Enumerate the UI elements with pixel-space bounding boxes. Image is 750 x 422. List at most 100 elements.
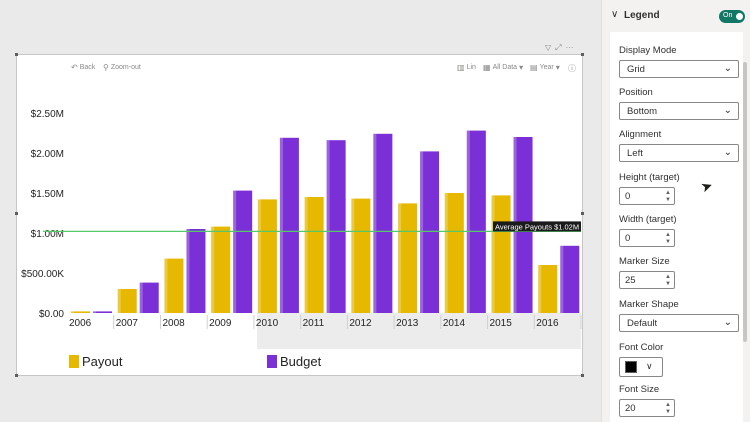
color-swatch [625,361,637,373]
bar-highlight [117,289,121,313]
reference-label-bg [493,221,581,232]
spin-up-icon[interactable]: ▲ [665,274,671,280]
position-dropdown[interactable]: Bottom ⌄ [619,102,739,120]
width-input[interactable]: 0 ▲ ▼ [619,229,675,247]
bar-budget-2012[interactable] [373,133,393,313]
bar-payout-2012[interactable] [351,198,371,313]
height-label: Height (target) [619,172,680,183]
marker-shape-dropdown[interactable]: Default ⌄ [619,314,739,332]
height-input[interactable]: 0 ▲ ▼ [619,187,675,205]
display-mode-dropdown[interactable]: Grid ⌄ [619,60,739,78]
spin-down-icon[interactable]: ▼ [665,281,671,287]
bar-budget-2014[interactable] [466,130,486,313]
bar-budget-2007[interactable] [139,282,159,313]
bar-budget-2009[interactable] [233,190,253,313]
year-dropdown[interactable]: ▤ Year ▾ [530,63,560,72]
info-button[interactable]: ⓘ [568,63,576,74]
font-color-picker[interactable]: ∨ [619,357,663,377]
reference-line-label: Average Payouts $1.02M [495,222,579,231]
bar-highlight [211,226,215,313]
bar-payout-2010[interactable] [257,199,277,313]
bar-payout-2014[interactable] [444,193,464,313]
position-label: Position [619,87,653,98]
chart-toolbar: ↶ Back ⚲ Zoom-out ▥ Lin ▦ All Data ▾ ▤ Y… [17,63,582,75]
alignment-dropdown[interactable]: Left ⌄ [619,144,739,162]
x-tick-label: 2014 [443,318,466,329]
bar-highlight [538,265,542,313]
focus-mode-icon[interactable]: ⤢ [555,43,562,52]
bar-chart-visual[interactable]: ↶ Back ⚲ Zoom-out ▥ Lin ▦ All Data ▾ ▤ Y… [16,54,583,376]
info-icon: ⓘ [568,64,576,73]
legend-toggle[interactable]: On [719,10,745,23]
zoom-out-icon: ⚲ [103,63,109,72]
legend-section-header[interactable]: ∨ Legend On [602,0,750,30]
hierarchy-icon: ▤ [530,63,538,72]
resize-handle[interactable] [15,374,18,377]
x-axis-shade [257,313,581,349]
marker-size-label: Marker Size [619,256,670,267]
all-data-dropdown[interactable]: ▦ All Data ▾ [483,63,524,72]
bar-budget-2006[interactable] [93,311,112,313]
caret-down-icon: ▾ [519,63,524,72]
back-button[interactable]: ↶ Back [71,63,96,72]
bar-highlight [491,195,495,313]
x-tick-label: 2007 [116,318,139,329]
report-canvas: ▽ ⤢ ··· ↶ Back ⚲ Zoom-out ▥ Lin ▦ All Da… [15,43,584,377]
chevron-down-icon: ⌄ [723,317,732,328]
bar-payout-2008[interactable] [164,258,184,313]
format-pane: ∨ Legend On Display Mode Grid ⌄ Position… [601,0,750,422]
x-tick-label: 2011 [303,318,325,329]
bar-highlight [93,311,96,313]
width-label: Width (target) [619,214,677,225]
zoom-out-button[interactable]: ⚲ Zoom-out [103,63,141,72]
bar-budget-2013[interactable] [420,151,440,313]
bar-budget-2008[interactable] [186,229,206,313]
chevron-down-icon: ∨ [611,9,619,20]
spin-up-icon[interactable]: ▲ [665,190,671,196]
bar-payout-2006[interactable] [71,311,90,313]
marker-shape-label: Marker Shape [619,299,679,310]
font-size-input[interactable]: 20 ▲ ▼ [619,399,675,417]
x-tick-label: 2009 [209,318,232,329]
more-options-icon[interactable]: ··· [565,43,574,52]
bar-highlight [444,193,448,313]
spin-up-icon[interactable]: ▲ [665,402,671,408]
bar-budget-2011[interactable] [326,140,346,313]
resize-handle[interactable] [15,212,18,215]
bar-highlight [398,203,402,313]
legend-item-payout[interactable]: Payout [69,354,122,369]
lin-scale-button[interactable]: ▥ Lin [457,63,476,72]
toggle-knob [736,13,743,20]
x-tick-label: 2008 [162,318,185,329]
bar-payout-2009[interactable] [211,226,231,313]
bar-budget-2010[interactable] [279,137,299,313]
spin-up-icon[interactable]: ▲ [665,232,671,238]
bar-payout-2011[interactable] [304,197,324,313]
chart-plot: $0.00 $500.00K $1.00M $1.50M $2.00M $2.50M 200… [21,109,582,349]
x-tick-label: 2016 [536,318,559,329]
bar-budget-2016[interactable] [560,245,580,313]
x-tick-label: 2012 [349,318,372,329]
visual-header-icons: ▽ ⤢ ··· [545,43,574,52]
resize-handle[interactable] [581,212,584,215]
spin-down-icon[interactable]: ▼ [665,239,671,245]
resize-handle[interactable] [581,53,584,56]
spin-down-icon[interactable]: ▼ [665,409,671,415]
bar-payout-2007[interactable] [117,289,137,313]
resize-handle[interactable] [15,53,18,56]
font-size-label: Font Size [619,384,660,395]
bar-highlight [71,311,74,313]
pane-scrollbar[interactable] [743,62,747,342]
spin-down-icon[interactable]: ▼ [665,197,671,203]
resize-handle[interactable] [581,374,584,377]
caret-down-icon: ▾ [555,63,560,72]
bar-payout-2016[interactable] [538,265,558,313]
bar-highlight [351,198,355,313]
legend-settings: Display Mode Grid ⌄ Position Bottom ⌄ Al… [610,32,743,422]
filter-icon[interactable]: ▽ [545,43,552,52]
legend-item-budget[interactable]: Budget [267,354,321,369]
chevron-down-icon: ∨ [646,361,653,371]
chart-legend: Payout Budget [17,351,582,373]
marker-size-input[interactable]: 25 ▲ ▼ [619,271,675,289]
legend-marker [267,355,277,368]
